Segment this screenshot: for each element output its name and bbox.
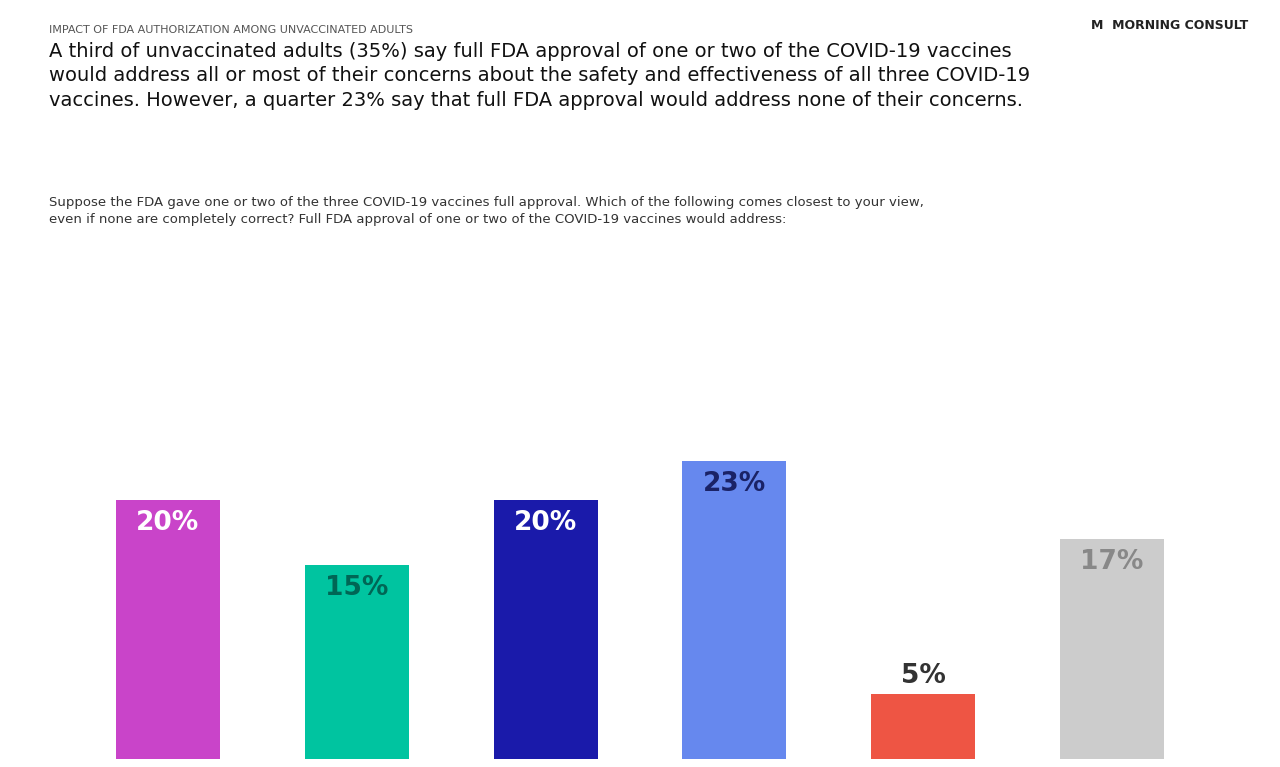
Text: 5%: 5% <box>901 663 946 690</box>
Text: M  MORNING CONSULT: M MORNING CONSULT <box>1091 19 1248 32</box>
Text: 23%: 23% <box>703 471 765 497</box>
Text: 17%: 17% <box>1080 549 1144 575</box>
Bar <box>682 461 786 759</box>
Text: A third of unvaccinated adults (35%) say full FDA approval of one or two of the : A third of unvaccinated adults (35%) say… <box>49 42 1030 110</box>
Text: 20%: 20% <box>136 510 200 536</box>
Bar <box>494 500 598 759</box>
Bar <box>1060 538 1164 759</box>
Bar <box>305 565 408 759</box>
Text: IMPACT OF FDA AUTHORIZATION AMONG UNVACCINATED ADULTS: IMPACT OF FDA AUTHORIZATION AMONG UNVACC… <box>49 25 412 35</box>
Text: 20%: 20% <box>515 510 577 536</box>
Bar <box>872 694 975 759</box>
Bar <box>116 500 220 759</box>
Text: 15%: 15% <box>325 575 388 601</box>
Text: Suppose the FDA gave one or two of the three COVID-19 vaccines full approval. Wh: Suppose the FDA gave one or two of the t… <box>49 196 923 225</box>
